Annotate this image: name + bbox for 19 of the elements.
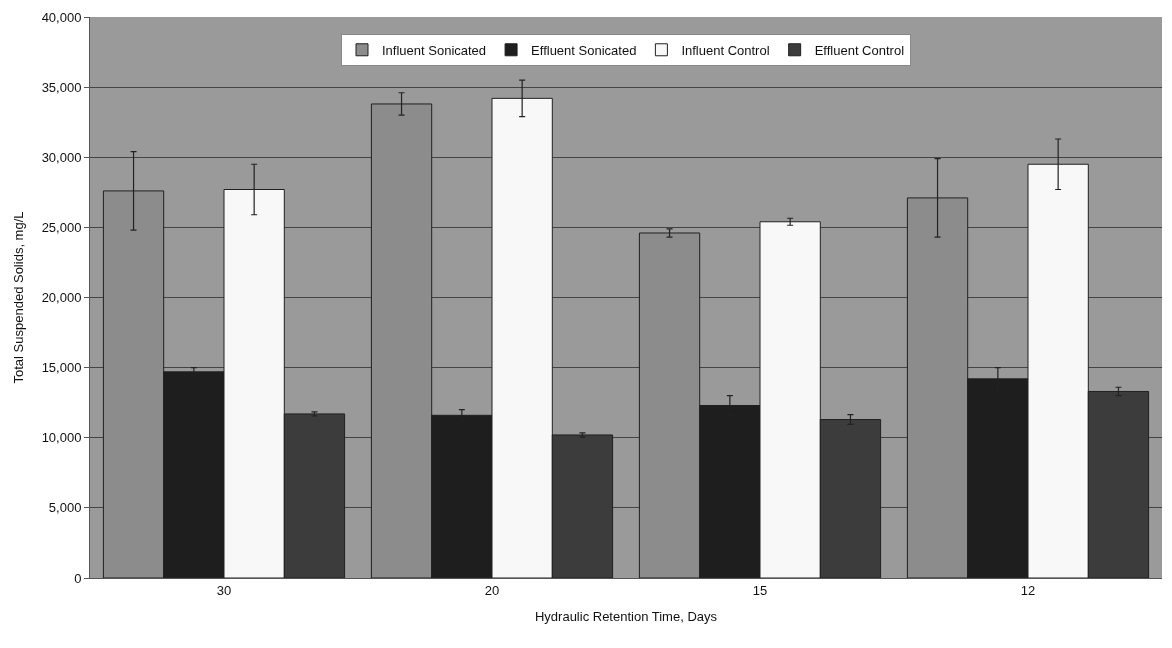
x-tick-label: 15: [752, 582, 768, 598]
x-tick-label: 20: [484, 582, 500, 598]
y-tick-label: 25,000: [41, 219, 82, 235]
legend-label: Influent Sonicated: [382, 42, 487, 58]
legend-label: Influent Control: [681, 42, 770, 58]
y-tick-label: 0: [74, 570, 82, 586]
y-axis-title: Total Suspended Solids, mg/L: [10, 211, 26, 384]
legend-label: Effluent Sonicated: [531, 42, 637, 58]
y-tick-label: 40,000: [41, 9, 82, 25]
x-tick-label: 12: [1020, 582, 1036, 598]
y-tick-label: 10,000: [41, 430, 82, 446]
y-tick-label: 30,000: [41, 149, 82, 165]
x-tick-label: 30: [216, 582, 232, 598]
y-tick-label: 5,000: [48, 500, 82, 516]
y-tick-label: 15,000: [41, 360, 82, 376]
legend-label: Effluent Control: [814, 42, 905, 58]
y-tick-label: 35,000: [41, 79, 82, 95]
x-axis-title: Hydraulic Retention Time, Days: [534, 609, 718, 625]
y-tick-label: 20,000: [41, 290, 82, 306]
